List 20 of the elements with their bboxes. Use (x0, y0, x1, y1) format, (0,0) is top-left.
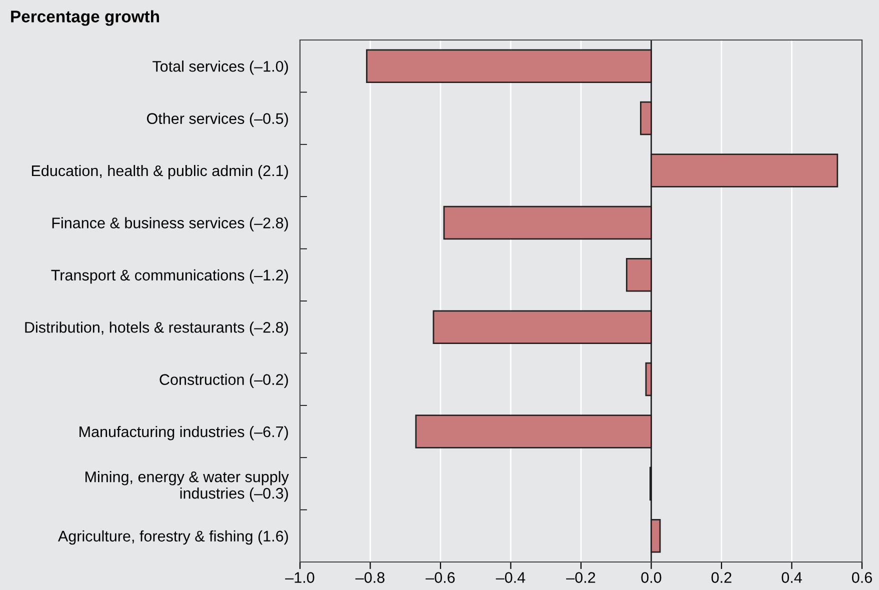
y-tick-label: Transport & communications (–1.2) (51, 269, 288, 284)
x-tick-label: 0.0 (641, 572, 662, 583)
x-tick-label: –0.4 (496, 572, 526, 583)
y-tick-label: Other services (–0.5) (146, 112, 288, 127)
y-tick-label: Manufacturing industries (–6.7) (80, 426, 288, 440)
x-tick-label: –1.0 (285, 572, 314, 583)
y-tick-label: Construction (–0.2) (160, 374, 288, 388)
x-tick-label: 0.2 (711, 572, 732, 583)
y-tick-label: Total services (–1.0) (152, 60, 288, 75)
text: Percentage growth (11, 10, 159, 26)
y-tick-label: Distribution, hotels & restaurants (–2.8) (25, 322, 288, 336)
x-tick-label: –0.2 (566, 572, 596, 583)
y-tick-label: Agriculture, forestry & fishing (1.6) (58, 530, 288, 545)
x-tick-label: –0.6 (426, 572, 455, 583)
y-tick-label: Education, health & public admin (2.1) (32, 164, 288, 180)
x-tick-label: 0.4 (782, 572, 802, 583)
x-tick-label: 0.6 (852, 572, 872, 583)
y-tick-label: Finance & business services (–2.8) (52, 217, 288, 232)
y-tick-label: Mining, energy & water supply industries (–0.3) (86, 471, 289, 502)
x-tick-label: –0.8 (355, 572, 384, 583)
